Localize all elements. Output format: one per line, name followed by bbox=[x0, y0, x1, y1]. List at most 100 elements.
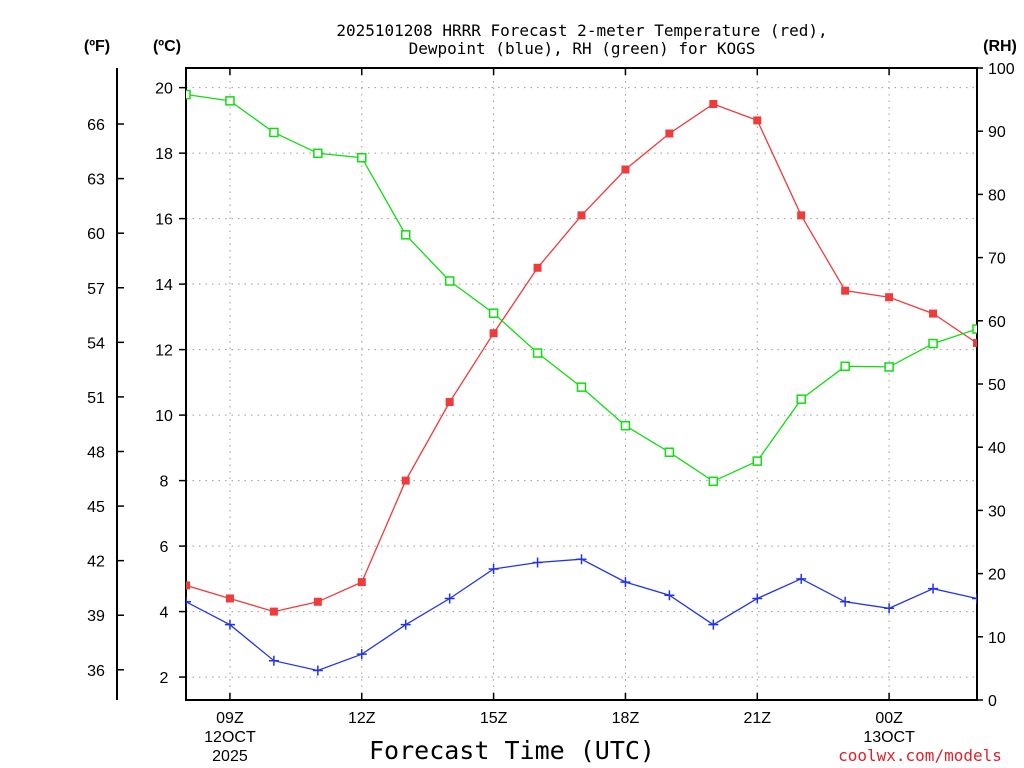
dewpoint-point bbox=[928, 583, 939, 594]
x-tick-label: 00Z bbox=[875, 710, 903, 727]
rh-tick-label: 10 bbox=[988, 630, 1006, 647]
rh-point bbox=[488, 308, 499, 318]
rh-point bbox=[186, 89, 191, 100]
data-series bbox=[186, 89, 977, 676]
x-tick-label: 18Z bbox=[612, 710, 640, 727]
temperature-point bbox=[186, 581, 190, 590]
rh-line bbox=[186, 93, 977, 483]
rh-tick-label: 60 bbox=[988, 314, 1006, 331]
axes bbox=[116, 67, 983, 701]
fahrenheit-tick-label: 36 bbox=[87, 663, 105, 680]
temperature-point bbox=[753, 116, 762, 125]
temperature-point bbox=[401, 476, 410, 485]
rh-tick-label: 70 bbox=[988, 251, 1006, 268]
dewpoint-point bbox=[444, 593, 455, 604]
fahrenheit-unit-label: (ºF) bbox=[84, 38, 110, 55]
dewpoint-point bbox=[268, 655, 279, 666]
dewpoint-point bbox=[796, 573, 807, 584]
rh-point bbox=[444, 276, 455, 286]
celsius-tick-label: 2 bbox=[160, 670, 169, 687]
dewpoint-point bbox=[664, 590, 675, 601]
temperature-point bbox=[973, 339, 977, 348]
x-tick-label: 2025 bbox=[212, 748, 248, 765]
celsius-tick-label: 12 bbox=[155, 343, 173, 360]
temperature-point bbox=[269, 607, 278, 616]
rh-point bbox=[313, 148, 323, 159]
fahrenheit-tick-label: 54 bbox=[87, 335, 105, 352]
dewpoint-point bbox=[576, 554, 587, 565]
temperature-point bbox=[929, 309, 938, 318]
temperature-point bbox=[665, 129, 674, 138]
x-tick-label: 13OCT bbox=[863, 729, 915, 746]
rh-tick-label: 100 bbox=[988, 61, 1015, 78]
rh-point bbox=[400, 230, 411, 240]
dewpoint-point bbox=[708, 619, 719, 630]
rh-point bbox=[576, 382, 587, 392]
temperature-line bbox=[186, 103, 977, 613]
fahrenheit-tick-label: 57 bbox=[87, 281, 105, 298]
rh-tick-label: 40 bbox=[988, 440, 1006, 457]
dewpoint-point bbox=[532, 557, 543, 568]
celsius-tick-label: 18 bbox=[155, 146, 173, 163]
dewpoint-point bbox=[752, 593, 763, 604]
temperature-point bbox=[797, 211, 806, 220]
rh-point bbox=[796, 394, 806, 404]
rh-tick-label: 80 bbox=[988, 187, 1006, 204]
celsius-tick-label: 20 bbox=[155, 81, 173, 98]
temperature-point bbox=[709, 100, 718, 109]
rh-point bbox=[972, 324, 977, 334]
rh-point bbox=[708, 476, 719, 487]
fahrenheit-tick-label: 63 bbox=[87, 172, 105, 189]
temperature-point bbox=[577, 211, 586, 220]
dewpoint-point bbox=[312, 665, 323, 676]
dewpoint-point bbox=[840, 596, 851, 607]
x-tick-label: 12Z bbox=[348, 710, 376, 727]
rh-tick-label: 50 bbox=[988, 377, 1006, 394]
rh-point bbox=[752, 456, 763, 466]
rh-tick-label: 30 bbox=[988, 503, 1006, 520]
rh-point bbox=[532, 348, 543, 358]
temperature-point bbox=[489, 329, 498, 338]
rh-point bbox=[928, 338, 938, 349]
celsius-tick-label: 10 bbox=[155, 408, 173, 425]
dewpoint-point bbox=[488, 564, 499, 575]
rh-unit-label: (RH) bbox=[983, 38, 1017, 55]
rh-point bbox=[620, 420, 631, 431]
rh-point bbox=[664, 447, 675, 458]
rh-tick-label: 20 bbox=[988, 567, 1006, 584]
fahrenheit-tick-label: 39 bbox=[87, 608, 105, 625]
temperature-point bbox=[225, 594, 234, 603]
fahrenheit-tick-label: 66 bbox=[87, 117, 105, 134]
temperature-point bbox=[445, 398, 454, 407]
dewpoint-point bbox=[972, 593, 977, 604]
dewpoint-point bbox=[620, 577, 631, 588]
rh-point bbox=[225, 96, 235, 106]
celsius-tick-label: 4 bbox=[160, 605, 169, 622]
rh-point bbox=[884, 362, 894, 372]
x-tick-label: 09Z bbox=[216, 710, 244, 727]
x-tick-label: 12OCT bbox=[204, 729, 256, 746]
temperature-point bbox=[841, 286, 850, 295]
credit-text: coolwx.com/models bbox=[838, 746, 1002, 765]
dewpoint-point bbox=[186, 596, 191, 607]
fahrenheit-tick-label: 60 bbox=[87, 226, 105, 243]
x-tick-label: 21Z bbox=[743, 710, 771, 727]
rh-point bbox=[840, 361, 850, 372]
dewpoint-point bbox=[224, 619, 235, 630]
fahrenheit-tick-label: 48 bbox=[87, 444, 105, 461]
celsius-tick-label: 16 bbox=[155, 212, 173, 229]
chart-title-line1: 2025101208 HRRR Forecast 2-meter Tempera… bbox=[336, 21, 827, 40]
rh-tick-label: 0 bbox=[988, 693, 997, 710]
temperature-point bbox=[533, 263, 542, 272]
celsius-tick-label: 6 bbox=[160, 539, 169, 556]
tick-labels: 2 4 6 8 10 12 14 16 18 20 36 39 42 45 48 51 54 57 60 63 66 0 1… bbox=[87, 61, 1015, 765]
dewpoint-point bbox=[356, 649, 367, 660]
celsius-unit-label: (ºC) bbox=[153, 38, 181, 55]
temperature-point bbox=[357, 578, 366, 587]
celsius-tick-label: 14 bbox=[155, 277, 173, 294]
dewpoint-point bbox=[400, 619, 411, 630]
dewpoint-point bbox=[884, 603, 895, 614]
dewpoint-line bbox=[186, 558, 977, 672]
x-tick-label: 15Z bbox=[480, 710, 508, 727]
